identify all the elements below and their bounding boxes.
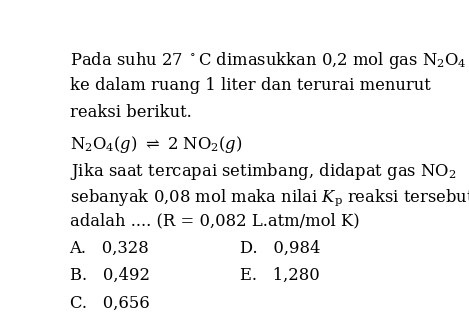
Text: Jika saat tercapai setimbang, didapat gas NO$_2$: Jika saat tercapai setimbang, didapat ga… — [69, 161, 456, 182]
Text: D.   0,984: D. 0,984 — [240, 240, 321, 257]
Text: reaksi berikut.: reaksi berikut. — [69, 104, 191, 121]
Text: sebanyak 0,08 mol maka nilai $K_\mathrm{p}$ reaksi tersebut: sebanyak 0,08 mol maka nilai $K_\mathrm{… — [69, 187, 469, 208]
Text: E.   1,280: E. 1,280 — [240, 267, 320, 284]
Text: A.   0,328: A. 0,328 — [69, 240, 149, 257]
Text: C.   0,656: C. 0,656 — [69, 294, 149, 311]
Text: ke dalam ruang 1 liter dan terurai menurut: ke dalam ruang 1 liter dan terurai menur… — [69, 77, 430, 94]
Text: N$_2$O$_4$($g$) $\rightleftharpoons$ 2 NO$_2$($g$): N$_2$O$_4$($g$) $\rightleftharpoons$ 2 N… — [69, 134, 242, 155]
Text: adalah .... (R = 0,082 L.atm/mol K): adalah .... (R = 0,082 L.atm/mol K) — [69, 213, 359, 230]
Text: Pada suhu 27 $^\circ$C dimasukkan 0,2 mol gas N$_2$O$_4$: Pada suhu 27 $^\circ$C dimasukkan 0,2 mo… — [69, 50, 466, 71]
Text: B.   0,492: B. 0,492 — [69, 267, 150, 284]
